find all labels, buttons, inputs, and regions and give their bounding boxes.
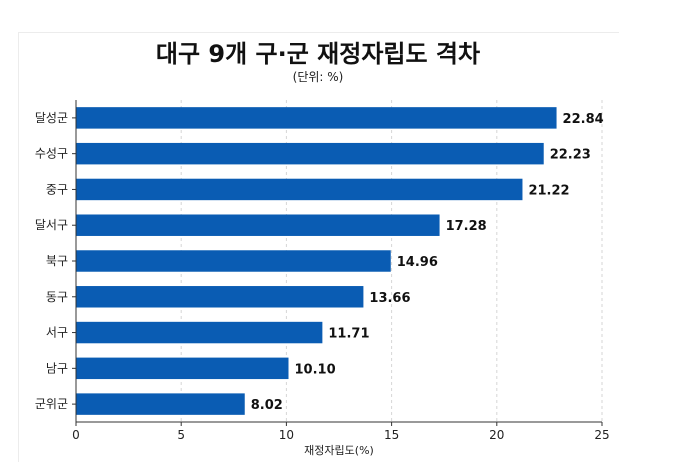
category-label: 북구 xyxy=(46,254,68,268)
category-label: 달성군 xyxy=(35,111,68,125)
x-axis-label: 재정자립도(%) xyxy=(304,444,374,457)
bar xyxy=(76,107,557,129)
category-label: 수성구 xyxy=(35,147,68,161)
chart-title: 대구 9개 구·군 재정자립도 격차 xyxy=(155,40,481,68)
value-label: 22.84 xyxy=(563,112,604,127)
bar xyxy=(76,321,323,344)
chart-card xyxy=(18,32,619,462)
bar xyxy=(76,142,544,165)
x-tick-label: 20 xyxy=(489,428,504,442)
bar xyxy=(76,357,289,380)
category-label: 중구 xyxy=(46,182,68,196)
chart-subtitle: (단위: %) xyxy=(292,70,344,84)
bar xyxy=(76,250,391,272)
x-tick-label: 5 xyxy=(177,428,185,442)
value-label: 10.10 xyxy=(295,362,336,377)
value-label: 22.23 xyxy=(550,148,591,163)
x-tick-label: 10 xyxy=(279,428,294,442)
bar xyxy=(76,393,245,415)
category-label: 달서구 xyxy=(35,218,68,232)
value-label: 13.66 xyxy=(369,291,410,306)
value-label: 17.28 xyxy=(446,219,487,234)
bar xyxy=(76,286,364,308)
bar xyxy=(76,178,523,201)
value-label: 21.22 xyxy=(528,183,569,198)
category-label: 남구 xyxy=(46,361,68,375)
category-label: 군위군 xyxy=(35,397,68,411)
x-tick-label: 0 xyxy=(72,428,80,442)
value-label: 11.71 xyxy=(328,327,369,342)
bar xyxy=(76,214,440,236)
category-label: 서구 xyxy=(46,326,68,340)
value-label: 14.96 xyxy=(397,255,438,270)
x-tick-label: 25 xyxy=(594,428,609,442)
value-label: 8.02 xyxy=(251,398,283,413)
x-tick-label: 15 xyxy=(384,428,399,442)
category-label: 동구 xyxy=(46,290,68,304)
